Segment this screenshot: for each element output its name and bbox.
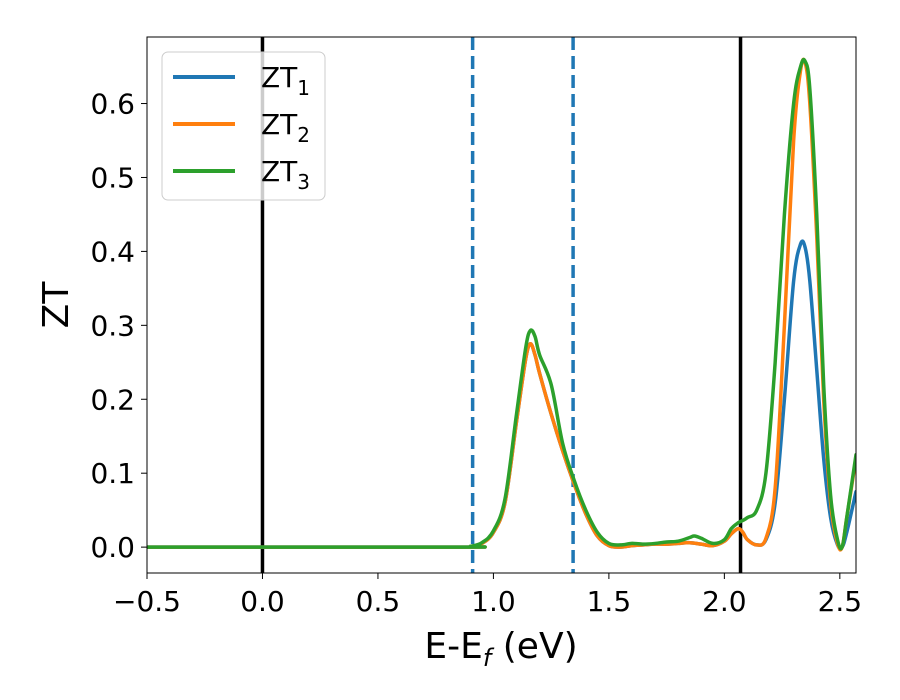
y-axis-label: ZT [36,281,77,329]
legend-item-zt1: ZT1 [173,61,310,100]
legend-item-zt3: ZT3 [173,155,310,194]
x-axis-label: E-Ef (eV) [424,626,577,672]
x-tick-label: 2.5 [818,585,863,618]
y-tick-label: 0.6 [90,88,135,121]
y-tick-label: 0.2 [90,383,135,416]
plot-frame [146,36,857,574]
legend-label: ZT2 [261,108,310,147]
x-axis: −0.5 0.0 0.5 1.0 1.5 2.0 2.5 [113,573,862,618]
series-line-zt3 [147,57,856,551]
x-tick-label: 0.5 [356,585,401,618]
legend-item-zt2: ZT2 [173,108,310,147]
x-tick-label: 0.0 [240,585,285,618]
x-tick-label: 2.0 [702,585,747,618]
x-tick-label: −0.5 [113,585,181,618]
legend-label: ZT1 [261,61,310,100]
y-tick-label: 0.5 [90,161,135,194]
legend: ZT1 ZT2 ZT3 [161,51,326,201]
y-tick-label: 0.1 [90,457,135,490]
y-tick-label: 0.0 [90,531,135,564]
y-tick-label: 0.3 [90,309,135,342]
y-tick-label: 0.4 [90,235,135,268]
series-lines [147,57,856,552]
x-tick-label: 1.0 [471,585,516,618]
y-axis: 0.0 0.1 0.2 0.3 0.4 0.5 0.6 [90,88,147,564]
legend-label: ZT3 [261,155,310,194]
legend-box [161,51,326,201]
x-tick-label: 1.5 [587,585,632,618]
